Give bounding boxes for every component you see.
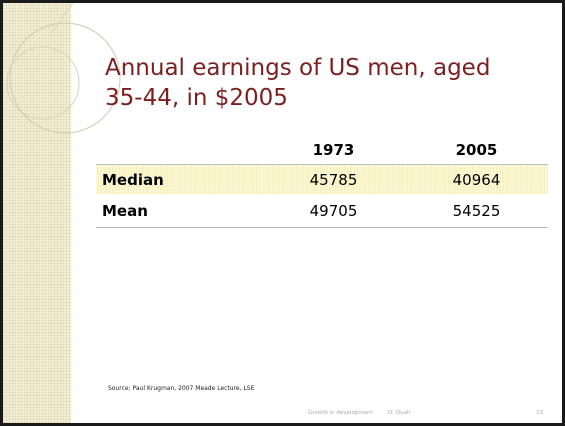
- row-label: Mean: [96, 194, 262, 228]
- title-line: Annual earnings of US men, aged: [105, 55, 491, 81]
- cell: 40964: [405, 164, 548, 194]
- page-number: 13: [536, 410, 543, 416]
- row-label: Median: [96, 164, 262, 194]
- source-note: Source: Paul Krugman, 2007 Meade Lecture…: [108, 385, 255, 392]
- row: Mean 49705 54525: [96, 194, 548, 228]
- cell: 54525: [405, 194, 548, 228]
- title-line: 35-44, in $2005: [105, 85, 288, 111]
- decoration: [6, 3, 121, 134]
- header-cell: 1973: [262, 136, 405, 165]
- cell: 49705: [262, 194, 405, 228]
- cell: 45785: [262, 164, 405, 194]
- arc: [6, 46, 80, 120]
- arc: [9, 22, 121, 134]
- table: 1973 2005 Median 45785 40964 Mean 49705 …: [96, 136, 548, 228]
- header-row: 1973 2005: [96, 136, 548, 165]
- footer-author: D. Quah: [388, 410, 411, 416]
- header-cell: 2005: [405, 136, 548, 165]
- corner-cell: [96, 136, 262, 165]
- side-strip: [3, 3, 71, 423]
- row: Median 45785 40964: [96, 164, 548, 194]
- footer-text: Growth in development: [308, 410, 373, 416]
- arc: [50, 3, 74, 34]
